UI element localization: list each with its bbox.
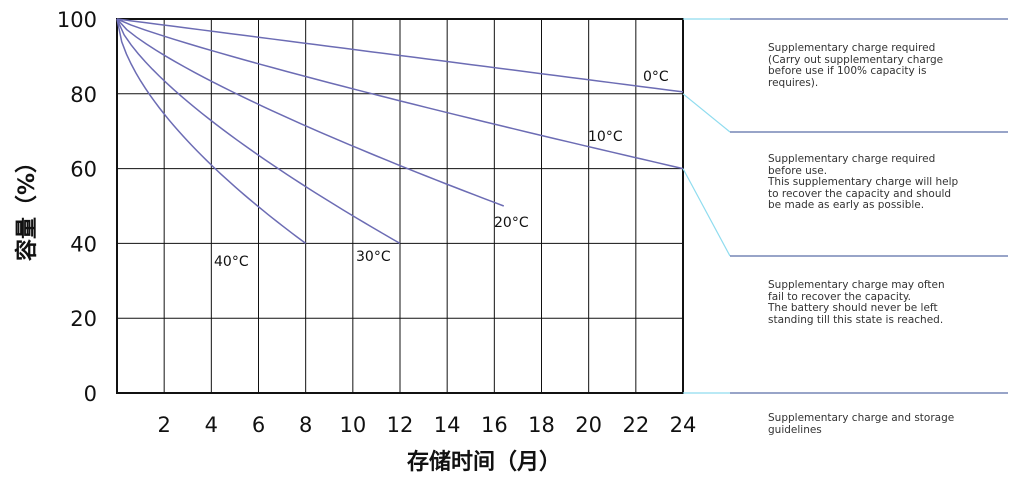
x-tick-label: 16: [481, 413, 508, 437]
x-tick-label: 14: [434, 413, 461, 437]
x-tick-label: 22: [622, 413, 649, 437]
guideline-connectors: [682, 18, 1008, 394]
guideline-note-3: Supplementary charge may often fail to r…: [768, 279, 945, 326]
x-tick-label: 20: [575, 413, 602, 437]
y-tick-label: 40: [70, 232, 97, 256]
y-tick-label: 80: [70, 83, 97, 107]
series-line-4: [116, 18, 307, 245]
series-label: 0°C: [643, 69, 669, 85]
guideline-note-2: Supplementary charge required before use…: [768, 153, 959, 211]
x-tick-label: 12: [387, 413, 414, 437]
x-tick-label: 8: [299, 413, 312, 437]
curve-layer: [116, 18, 684, 245]
label-layer: 2 4 6 8 10 12 14 16 18 20 22 24020406080100存储时间（月）容…: [14, 8, 696, 475]
series-line-2: [116, 18, 505, 207]
y-tick-label: 100: [57, 8, 97, 32]
x-tick-label: 6: [252, 413, 265, 437]
guideline-note-1: Supplementary charge required (Carry out…: [768, 42, 944, 89]
x-tick-label: 18: [528, 413, 555, 437]
series-label: 40°C: [214, 254, 249, 270]
series-label: 10°C: [588, 129, 623, 145]
chart-grid: [116, 18, 684, 394]
series-line-3: [116, 18, 401, 245]
connector-line: [682, 168, 731, 257]
x-axis-title: 存储时间（月）: [407, 449, 561, 475]
x-tick-label: 2: [157, 413, 170, 437]
x-tick-label: 24: [670, 413, 697, 437]
y-axis-title: 容量（%）: [14, 151, 40, 261]
y-tick-label: 20: [70, 307, 97, 331]
guideline-note-4: Supplementary charge and storage guideli…: [768, 412, 955, 436]
series-line-1: [116, 18, 684, 170]
series-label: 20°C: [494, 215, 529, 231]
series-label: 30°C: [356, 249, 391, 265]
y-tick-label: 60: [70, 158, 97, 182]
x-tick-label: 4: [205, 413, 218, 437]
series-line-0: [116, 18, 684, 93]
connector-line: [682, 93, 731, 133]
x-tick-label: 10: [339, 413, 366, 437]
y-tick-label: 0: [84, 382, 97, 406]
